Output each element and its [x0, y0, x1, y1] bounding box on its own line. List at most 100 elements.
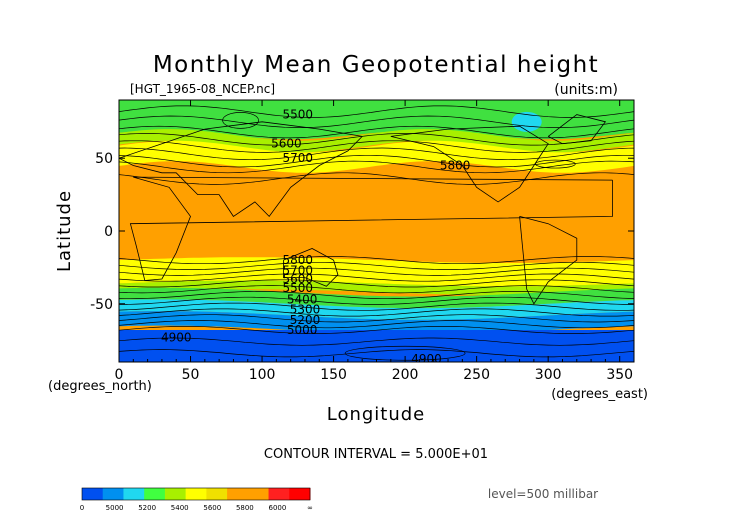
contour-line: [119, 172, 634, 185]
colorbar-swatch: [227, 488, 249, 500]
contour-label: 4900: [411, 352, 442, 366]
contour-line: [119, 296, 634, 305]
contour-line: [119, 291, 634, 300]
contour-line: [119, 125, 634, 139]
band-7: [119, 311, 634, 335]
y-tick-label: 0: [104, 224, 113, 240]
contour-line: [119, 308, 634, 317]
contour-label: 5400: [287, 292, 318, 306]
contour-label: 5600: [271, 137, 302, 151]
contour-line: [119, 160, 634, 174]
colorbar-swatch: [102, 488, 124, 500]
band-2: [119, 140, 634, 173]
continent-outline: [283, 248, 339, 287]
plot-area: 5500560057005800580057005600550054005300…: [119, 100, 634, 366]
color-bands: [119, 100, 634, 362]
contour-line: [119, 105, 634, 118]
y-tick-label: -50: [90, 297, 113, 313]
x-axis-label: Longitude: [327, 404, 426, 425]
contour-closed: [534, 159, 576, 169]
contour-line: [119, 147, 634, 161]
contour-line: [119, 285, 634, 294]
colorbar-label: 5400: [171, 504, 189, 512]
colorbar-swatch: [185, 488, 207, 500]
contour-interval-label: CONTOUR INTERVAL = 5.000E+01: [264, 447, 488, 462]
contour-label: 5600: [283, 272, 314, 286]
colorbar-swatch: [247, 488, 270, 500]
y-units-label: (degrees_north): [48, 379, 152, 394]
colorbar-label: 5600: [203, 504, 221, 512]
colorbar-swatch: [82, 488, 104, 500]
contour-line: [119, 140, 634, 153]
colorbar-swatch: [144, 488, 166, 500]
continent-outline: [547, 114, 607, 145]
continent-outline: [119, 121, 364, 218]
contour-closed: [222, 112, 259, 129]
contour-line: [119, 133, 634, 146]
colorbar-label: 5800: [236, 504, 254, 512]
x-tick-label: 350: [606, 367, 633, 383]
contour-line: [119, 261, 634, 270]
continent-outline: [390, 125, 549, 203]
contour-line: [119, 256, 634, 265]
colorbar-swatch: [123, 488, 145, 500]
colorbar-label: 6000: [269, 504, 287, 512]
contour-label: 5500: [283, 108, 314, 122]
x-units-label: (degrees_east): [551, 387, 648, 402]
x-tick-label: 300: [535, 367, 562, 383]
file-label: [HGT_1965-08_NCEP.nc]: [130, 82, 275, 96]
colorbar-label: 5200: [138, 504, 156, 512]
contour-line: [119, 302, 634, 311]
contour-line: [119, 320, 634, 329]
colorbar-swatch: [164, 488, 187, 500]
y-tick-label: 50: [95, 151, 113, 167]
band-0: [119, 100, 634, 140]
x-tick-label: 200: [392, 367, 419, 383]
x-tick-label: 250: [463, 367, 490, 383]
contour-label: 5000: [287, 323, 318, 337]
contour-label: 5300: [290, 303, 321, 317]
colorbar-label: 0: [80, 504, 84, 512]
colorbar-label: ∞: [307, 504, 313, 512]
colorbar-label: 5000: [106, 504, 124, 512]
band-3: [119, 257, 634, 287]
contour-label: 5800: [283, 253, 314, 267]
contour-label: 5700: [283, 151, 314, 165]
contour-label: 4900: [161, 330, 192, 344]
colorbar-frame: [81, 487, 311, 501]
chart-title: Monthly Mean Geopotential height: [153, 52, 599, 78]
x-tick-label: 50: [182, 367, 200, 383]
contour-labels: 5500560057005800580057005600550054005300…: [161, 108, 471, 366]
colorbar: 0 5000 5200 5400 5600 5800 6000 ∞: [80, 487, 313, 512]
contour-line: [119, 273, 634, 282]
contour-line: [119, 279, 634, 288]
colorbar-swatch: [206, 488, 228, 500]
colorbar-swatch: [289, 488, 311, 500]
band-8: [119, 330, 634, 362]
contour-label: 5800: [440, 159, 471, 173]
contour-line: [119, 115, 634, 128]
contour-line: [119, 267, 634, 276]
x-axis-ticks: 0 50 100 150 200 250 300 350: [115, 100, 633, 383]
band-6: [119, 299, 634, 320]
level-label: level=500 millibar: [488, 487, 598, 501]
y-axis-ticks: 50 0 -50: [90, 151, 634, 313]
y-axis-label: Latitude: [54, 190, 75, 272]
contour-lines: [119, 105, 634, 361]
continent-outlines: [119, 114, 613, 305]
continent-outline: [129, 176, 613, 281]
contour-label: 5700: [283, 263, 314, 277]
contour-line: [119, 314, 634, 323]
x-tick-label: 0: [115, 367, 124, 383]
contour-line: [119, 337, 634, 346]
x-tick-label: 150: [320, 367, 347, 383]
colorbar-swatch: [268, 488, 290, 500]
contour-line: [119, 325, 634, 334]
contour-label: 5500: [283, 281, 314, 295]
contour-label: 5200: [290, 313, 321, 327]
x-tick-label: 100: [249, 367, 276, 383]
contour-line: [119, 154, 634, 168]
units-label: (units:m): [554, 82, 618, 98]
band-1: [119, 129, 634, 153]
